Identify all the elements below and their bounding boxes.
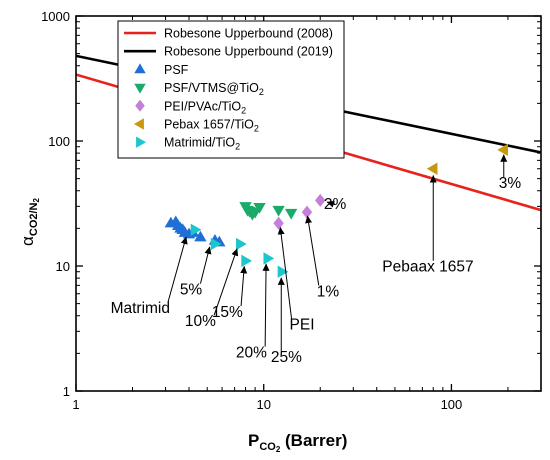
annotation-label: 10% bbox=[185, 313, 216, 330]
psf-legend-swatch bbox=[134, 63, 146, 74]
pei-pvac-tio-point bbox=[315, 193, 326, 207]
pei-pvac-tio-point bbox=[273, 216, 284, 230]
matrimid-tio-point bbox=[263, 252, 275, 265]
annotation-arrow bbox=[213, 248, 239, 316]
annotation-arrow bbox=[326, 200, 336, 208]
annotation-label: 5% bbox=[180, 282, 203, 299]
y-tick-label: 100 bbox=[48, 134, 70, 149]
psf-vtms-tio-point bbox=[272, 205, 285, 217]
robesone-upperbound-2008-legend-label: Robesone Upperbound (2008) bbox=[164, 27, 333, 41]
annotation-label: Pebaax 1657 bbox=[382, 259, 473, 276]
pei-pvac-tio-point bbox=[301, 205, 313, 219]
annotation-arrow bbox=[199, 246, 212, 284]
axes: 1 10 100 1 10 100 1000 bbox=[41, 9, 541, 412]
psf-vtms-tio-point bbox=[253, 203, 266, 214]
pebax-1657-tio-legend-swatch bbox=[134, 118, 144, 130]
plot-frame bbox=[75, 15, 542, 392]
y-tick-label: 1 bbox=[63, 384, 70, 399]
matrimid-tio-point bbox=[236, 237, 247, 251]
robesone-upperbound-2019-legend-label: Robesone Upperbound (2019) bbox=[164, 45, 333, 59]
y-tick-label: 10 bbox=[56, 259, 70, 274]
annotation-label: 25% bbox=[271, 349, 302, 366]
x-axis-title: PCO2 (Barrer) bbox=[248, 431, 347, 454]
psf-point bbox=[194, 230, 207, 242]
data-points bbox=[164, 143, 508, 278]
psf-vtms-tio-legend-swatch bbox=[134, 83, 146, 94]
y-axis-title: αCO2/N2 bbox=[18, 198, 41, 246]
x-tick-label: 100 bbox=[441, 397, 463, 412]
pebax-1657-tio-point bbox=[497, 143, 508, 156]
annotation-label: Matrimid bbox=[111, 300, 170, 317]
matrimid-tio-legend-label: Matrimid/TiO2 bbox=[164, 136, 240, 152]
x-tick-label: 10 bbox=[256, 397, 270, 412]
annotation-label: 3% bbox=[499, 175, 522, 192]
matrimid-tio-point bbox=[210, 237, 222, 251]
pebax-1657-tio-legend-label: Pebax 1657/TiO2 bbox=[164, 118, 259, 134]
psf-vtms-tio-point bbox=[284, 208, 298, 220]
legend-box bbox=[117, 20, 345, 159]
matrimid-tio-legend-swatch bbox=[136, 136, 146, 148]
annotation-label: 20% bbox=[236, 345, 267, 362]
y-tick-label: 1000 bbox=[41, 9, 70, 24]
psf-vtms-tio-legend-label: PSF/VTMS@TiO2 bbox=[164, 81, 264, 97]
annotation-arrow bbox=[262, 263, 270, 347]
pebax-1657-tio-point bbox=[426, 162, 438, 175]
annotation-arrow bbox=[167, 236, 188, 303]
matrimid-tio-point bbox=[241, 254, 253, 268]
annotation-arrow bbox=[277, 226, 293, 319]
pei-pvac-tio-legend-swatch bbox=[135, 99, 145, 112]
annotation-label: 1% bbox=[317, 284, 340, 301]
legend: Robesone Upperbound (2008) Robesone Upper… bbox=[117, 20, 345, 159]
x-tick-label: 1 bbox=[72, 397, 79, 412]
psf-legend-label: PSF bbox=[164, 63, 189, 77]
annotation-arrow bbox=[305, 215, 320, 286]
annotation-label: PEI bbox=[290, 317, 315, 334]
matrimid-tio-point bbox=[190, 223, 202, 236]
annotation-label: 15% bbox=[212, 304, 243, 321]
annotation-arrow bbox=[240, 265, 248, 307]
matrimid-tio-point bbox=[277, 265, 289, 278]
pei-pvac-tio-legend-label: PEI/PVAc/TiO2 bbox=[164, 99, 246, 115]
